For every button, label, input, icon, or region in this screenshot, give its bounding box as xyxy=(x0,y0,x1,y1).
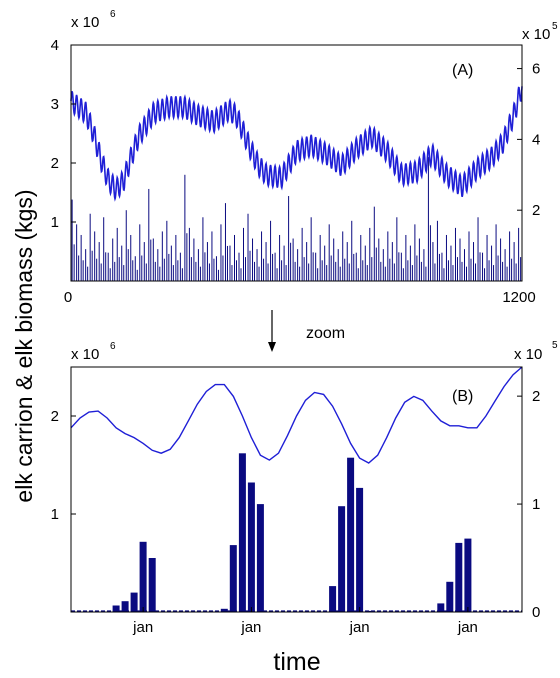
panel-b-plot-area xyxy=(70,366,523,612)
panel-b-x-ticks: jan jan jan jan xyxy=(132,607,478,636)
panel-b-label: (B) xyxy=(452,388,473,405)
panel-b-carrion-bar xyxy=(247,482,255,612)
panel-b-carrion-bar xyxy=(148,558,156,612)
panel-a-right-multiplier: x 10 xyxy=(522,26,550,43)
panel-b-carrion-bar xyxy=(455,542,463,612)
panel-b-biomass-line xyxy=(70,366,523,464)
panel-b-x-tick-label: jan xyxy=(457,619,478,636)
panel-a-right-multiplier-exp: 5 xyxy=(552,21,558,32)
panel-b-right-multiplier-exp: 5 xyxy=(552,340,558,351)
panel-b-left-tick-label: 2 xyxy=(51,408,59,425)
panel-a-left-ticks: 1 2 3 4 xyxy=(51,37,76,231)
panel-b-frame xyxy=(70,366,523,613)
panel-a-left-multiplier: x 10 xyxy=(71,14,99,31)
zoom-annotation: zoom xyxy=(268,310,345,352)
x-axis-label: time xyxy=(273,648,320,676)
panel-b-carrion-bar xyxy=(130,592,138,612)
panel-b-right-tick-label: 0 xyxy=(532,604,540,621)
panel-a-left-tick-label: 4 xyxy=(51,37,59,54)
panel-b-carrion-bar xyxy=(338,506,346,612)
panel-a-plot-area xyxy=(70,86,523,281)
panel-b-carrion-bar xyxy=(437,603,445,612)
panel-b-carrion-bar xyxy=(464,538,472,612)
panel-b-carrion-bar xyxy=(139,541,147,612)
panel-b-carrion-bar xyxy=(365,610,373,612)
panel-a-left-multiplier-exp: 6 xyxy=(110,9,116,20)
panel-b-carrion-bar xyxy=(329,586,337,612)
panel-b-left-multiplier: x 10 xyxy=(71,346,99,363)
panel-b-x-tick-label: jan xyxy=(132,619,153,636)
panel-b-carrion-bar xyxy=(121,601,129,612)
panel-a-right-tick-label: 2 xyxy=(532,202,540,219)
panel-a-x-tick-end: 1200 xyxy=(502,289,535,306)
panel-b-carrion-bar xyxy=(356,487,364,612)
panel-b-x-tick-label: jan xyxy=(349,619,370,636)
panel-a-left-tick-label: 2 xyxy=(51,155,59,172)
panel-a-right-tick-label: 6 xyxy=(532,61,540,78)
zoom-arrow-head xyxy=(268,342,276,352)
panel-a-biomass-line xyxy=(70,86,523,202)
panel-a-left-tick-label: 3 xyxy=(51,96,59,113)
y-axis-label: elk carrion & elk biomass (kgs) xyxy=(11,189,37,502)
panel-b-right-tick-label: 2 xyxy=(532,388,540,405)
panel-b: x 10 6 x 10 5 (B) jan jan jan jan 12 012 xyxy=(51,340,558,636)
panel-b-right-multiplier: x 10 xyxy=(514,346,542,363)
panel-b-right-tick-label: 1 xyxy=(532,496,540,513)
panel-b-carrion-bar xyxy=(220,608,228,612)
panel-a-x-tick-start: 0 xyxy=(64,289,72,306)
panel-b-carrion-bar xyxy=(256,504,264,612)
panel-b-carrion-bar xyxy=(238,453,246,612)
panel-b-left-ticks: 12 xyxy=(51,408,76,523)
zoom-label: zoom xyxy=(306,325,345,342)
panel-b-left-tick-label: 1 xyxy=(51,506,59,523)
panel-b-carrion-bar xyxy=(347,457,355,612)
panel-a-left-tick-label: 1 xyxy=(51,214,59,231)
panel-a-label: (A) xyxy=(452,62,473,79)
panel-a-frame xyxy=(70,44,523,282)
panel-a-right-ticks: 2 4 6 xyxy=(517,61,540,219)
panel-b-left-multiplier-exp: 6 xyxy=(110,341,116,352)
panel-b-right-ticks: 0 1 2 xyxy=(517,388,540,621)
panel-b-carrion-bar xyxy=(446,581,454,612)
panel-b-x-tick-label: jan xyxy=(240,619,261,636)
panel-a: x 10 6 x 10 5 (A) 0 1200 1 2 3 4 2 4 6 xyxy=(51,9,558,306)
panel-a-right-tick-label: 4 xyxy=(532,131,540,148)
panel-b-carrion-bar xyxy=(229,545,237,612)
panel-b-carrion-bar xyxy=(112,605,120,612)
